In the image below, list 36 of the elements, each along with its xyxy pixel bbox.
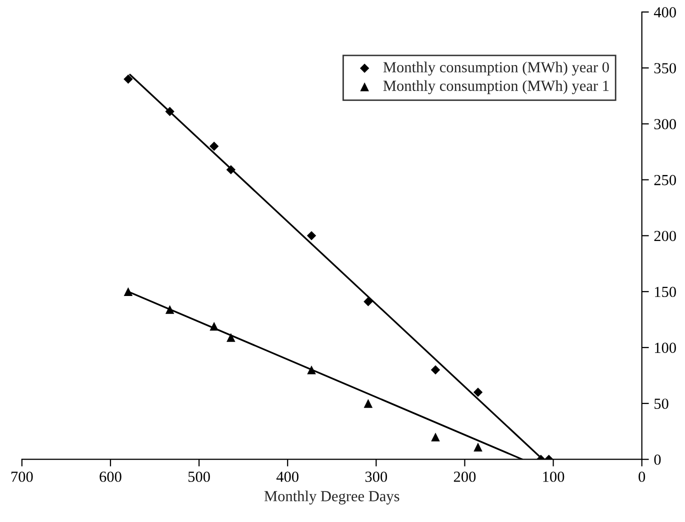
point <box>473 388 483 397</box>
x-tick-label: 300 <box>365 472 388 482</box>
x-tick-label: 500 <box>188 472 210 482</box>
point <box>124 287 133 296</box>
point <box>474 442 482 452</box>
x-tick-label: 700 <box>11 472 33 482</box>
legend-label: Monthly consumption (MWh) year 0 <box>383 62 609 76</box>
point <box>307 365 316 374</box>
point <box>226 333 236 342</box>
point <box>306 231 316 240</box>
point <box>124 74 133 84</box>
point <box>226 165 236 174</box>
y-tick-label: 100 <box>654 342 676 353</box>
y-tick-label: 0 <box>654 454 661 465</box>
y-tick-label: 250 <box>654 174 676 186</box>
legend-label: Monthly consumption (MWh) year 1 <box>383 80 609 94</box>
point <box>430 365 440 374</box>
point <box>210 322 218 331</box>
point <box>165 106 174 116</box>
point <box>431 432 440 442</box>
y-tick-label: 350 <box>654 63 676 74</box>
point <box>209 142 219 151</box>
y-tick-label: 50 <box>654 398 668 409</box>
y-tick-label: 400 <box>654 7 676 18</box>
point <box>364 399 373 408</box>
x-tick-label: 0 <box>638 472 646 482</box>
x-tick-label: 600 <box>100 472 122 482</box>
x-tick-label: 200 <box>454 472 476 482</box>
y-tick-label: 150 <box>654 286 676 298</box>
x-axis-title: Monthly Degree Days <box>264 490 400 504</box>
y-tick-label: 200 <box>654 230 676 242</box>
x-tick-label: 100 <box>543 472 564 482</box>
y-tick-label: 300 <box>654 118 676 130</box>
x-tick-label: 400 <box>276 472 298 482</box>
point <box>364 297 373 306</box>
point <box>165 305 174 314</box>
